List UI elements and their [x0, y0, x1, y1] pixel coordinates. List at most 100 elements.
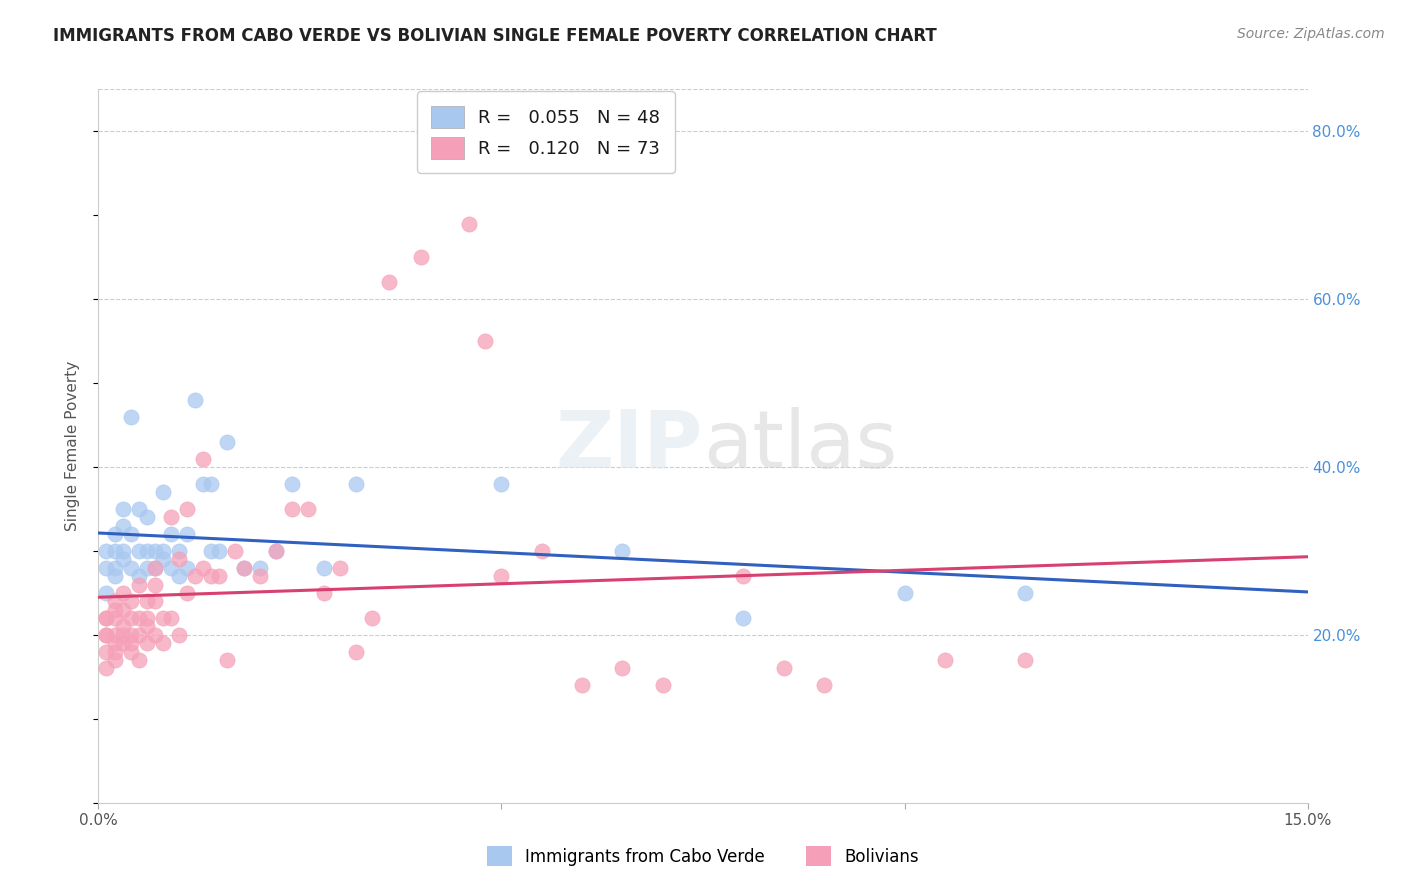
- Point: [249, 569, 271, 583]
- Text: Source: ZipAtlas.com: Source: ZipAtlas.com: [1237, 27, 1385, 41]
- Point: [1014, 586, 1036, 600]
- Point: [167, 544, 190, 558]
- Point: [120, 628, 142, 642]
- Point: [344, 476, 367, 491]
- Point: [96, 611, 118, 625]
- Point: [128, 544, 150, 558]
- Point: [208, 544, 231, 558]
- Point: [111, 628, 134, 642]
- Point: [176, 560, 198, 574]
- Point: [96, 645, 118, 659]
- Point: [103, 560, 125, 574]
- Point: [135, 544, 157, 558]
- Point: [176, 527, 198, 541]
- Point: [772, 661, 794, 675]
- Point: [96, 560, 118, 574]
- Point: [103, 611, 125, 625]
- Point: [264, 544, 287, 558]
- Point: [612, 661, 634, 675]
- Point: [103, 603, 125, 617]
- Point: [111, 552, 134, 566]
- Point: [120, 611, 142, 625]
- Point: [111, 502, 134, 516]
- Point: [103, 594, 125, 608]
- Point: [232, 560, 254, 574]
- Point: [184, 392, 207, 407]
- Point: [120, 594, 142, 608]
- Point: [128, 628, 150, 642]
- Point: [143, 594, 166, 608]
- Point: [167, 552, 190, 566]
- Point: [152, 611, 174, 625]
- Point: [128, 577, 150, 591]
- Point: [184, 569, 207, 583]
- Point: [458, 217, 481, 231]
- Point: [193, 476, 215, 491]
- Point: [103, 636, 125, 650]
- Point: [314, 586, 336, 600]
- Point: [111, 518, 134, 533]
- Point: [297, 502, 319, 516]
- Point: [160, 560, 183, 574]
- Point: [143, 560, 166, 574]
- Point: [329, 560, 352, 574]
- Point: [1014, 653, 1036, 667]
- Point: [96, 544, 118, 558]
- Point: [232, 560, 254, 574]
- Point: [152, 544, 174, 558]
- Point: [224, 544, 246, 558]
- Point: [111, 544, 134, 558]
- Point: [733, 569, 755, 583]
- Point: [143, 628, 166, 642]
- Point: [361, 611, 384, 625]
- Point: [120, 560, 142, 574]
- Point: [281, 502, 304, 516]
- Point: [152, 636, 174, 650]
- Point: [217, 653, 239, 667]
- Point: [200, 476, 222, 491]
- Point: [167, 628, 190, 642]
- Point: [103, 527, 125, 541]
- Point: [314, 560, 336, 574]
- Point: [377, 275, 399, 289]
- Point: [193, 560, 215, 574]
- Point: [120, 409, 142, 424]
- Point: [96, 628, 118, 642]
- Point: [96, 661, 118, 675]
- Point: [103, 544, 125, 558]
- Point: [193, 451, 215, 466]
- Point: [264, 544, 287, 558]
- Point: [128, 502, 150, 516]
- Point: [160, 510, 183, 524]
- Point: [111, 636, 134, 650]
- Point: [96, 611, 118, 625]
- Point: [135, 594, 157, 608]
- Point: [143, 560, 166, 574]
- Text: IMMIGRANTS FROM CABO VERDE VS BOLIVIAN SINGLE FEMALE POVERTY CORRELATION CHART: IMMIGRANTS FROM CABO VERDE VS BOLIVIAN S…: [53, 27, 938, 45]
- Point: [733, 611, 755, 625]
- Point: [530, 544, 553, 558]
- Point: [135, 510, 157, 524]
- Point: [934, 653, 956, 667]
- Point: [128, 611, 150, 625]
- Point: [96, 586, 118, 600]
- Point: [103, 645, 125, 659]
- Point: [474, 334, 496, 348]
- Y-axis label: Single Female Poverty: Single Female Poverty: [65, 361, 80, 531]
- Point: [160, 611, 183, 625]
- Point: [208, 569, 231, 583]
- Point: [813, 678, 835, 692]
- Point: [612, 544, 634, 558]
- Point: [176, 586, 198, 600]
- Point: [135, 560, 157, 574]
- Point: [103, 628, 125, 642]
- Point: [152, 485, 174, 500]
- Legend: Immigrants from Cabo Verde, Bolivians: Immigrants from Cabo Verde, Bolivians: [479, 839, 927, 873]
- Point: [893, 586, 915, 600]
- Point: [160, 527, 183, 541]
- Point: [281, 476, 304, 491]
- Point: [111, 603, 134, 617]
- Point: [167, 569, 190, 583]
- Text: atlas: atlas: [703, 407, 897, 485]
- Point: [120, 636, 142, 650]
